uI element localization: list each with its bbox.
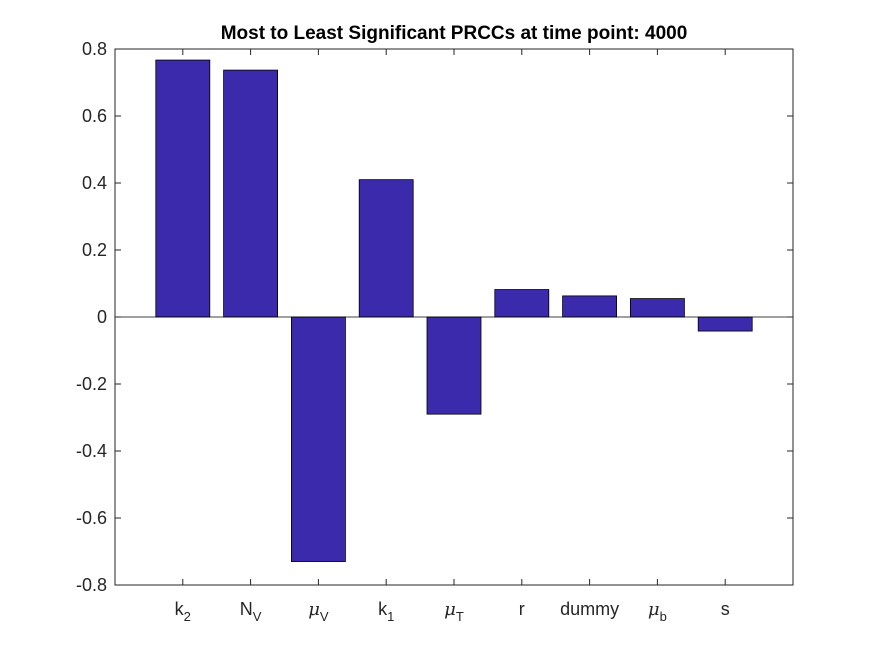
x-tick-label-4: μT: [444, 599, 464, 624]
bar-8: [697, 316, 753, 332]
x-tick-label-2: μV: [308, 599, 329, 624]
bar-7: [630, 298, 685, 318]
bar-5: [494, 289, 550, 318]
x-tick-label-1: NV: [240, 599, 262, 624]
x-tick-label-6: dummy: [560, 599, 619, 619]
x-tick-label-7: μb: [648, 599, 667, 624]
x-tick-label-5: r: [519, 599, 525, 619]
y-tick-label-5: 0.2: [82, 240, 107, 260]
bar-3: [358, 179, 414, 318]
y-tick-label-7: 0.6: [82, 106, 107, 126]
y-tick-label-2: -0.4: [76, 441, 107, 461]
bar-2: [290, 316, 346, 562]
bar-4: [426, 316, 482, 415]
x-tick-label-3: k1: [378, 599, 394, 624]
y-tick-label-3: -0.2: [76, 374, 107, 394]
chart-title: Most to Least Significant PRCCs at time …: [221, 23, 688, 44]
x-tick-label-8: s: [721, 599, 730, 619]
y-tick-label-6: 0.4: [82, 173, 107, 193]
bar-0: [155, 59, 211, 318]
y-tick-label-1: -0.6: [76, 508, 107, 528]
x-tick-label-0: k2: [175, 599, 191, 624]
bar-6: [562, 295, 617, 318]
y-tick-label-8: 0.8: [82, 39, 107, 59]
y-tick-label-0: -0.8: [76, 575, 107, 595]
plot-area: -0.8 -0.6 -0.4 -0.2 0 0.2 0.4 0.6 0.8 k2 NV μV k1 μT r…: [76, 39, 794, 624]
y-tick-label-4: 0: [97, 307, 107, 327]
bar-1: [223, 69, 279, 318]
